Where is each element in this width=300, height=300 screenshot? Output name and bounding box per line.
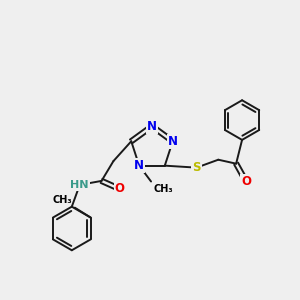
Text: N: N <box>134 159 144 172</box>
Text: CH₃: CH₃ <box>52 195 72 205</box>
Text: N: N <box>168 135 178 148</box>
Text: N: N <box>147 120 157 133</box>
Text: O: O <box>114 182 124 195</box>
Text: O: O <box>241 175 251 188</box>
Text: S: S <box>192 161 201 174</box>
Text: CH₃: CH₃ <box>153 184 173 194</box>
Text: HN: HN <box>70 180 89 190</box>
